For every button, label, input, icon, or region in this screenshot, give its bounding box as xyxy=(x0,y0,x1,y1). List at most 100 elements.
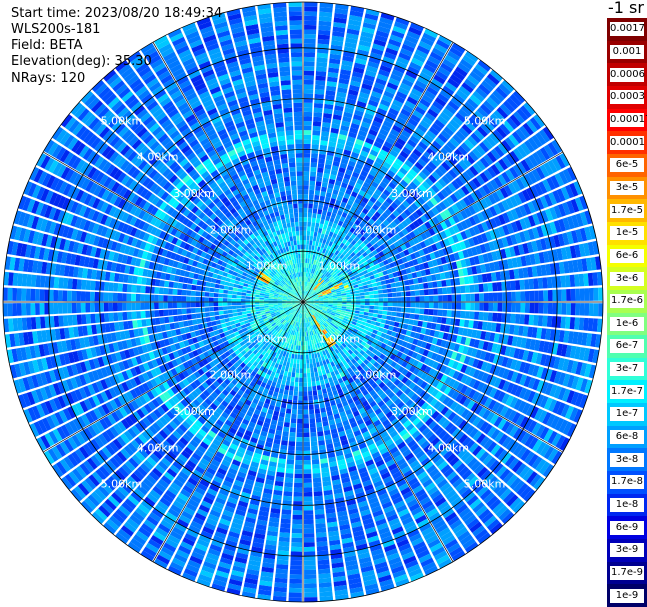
ppi-gate xyxy=(386,315,392,321)
ppi-gate xyxy=(362,208,369,215)
ppi-gate xyxy=(327,206,334,213)
ppi-gate xyxy=(330,169,338,176)
ppi-gate xyxy=(331,242,337,249)
ppi-gate xyxy=(424,28,439,39)
ppi-gate xyxy=(313,286,318,291)
ppi-gate xyxy=(562,232,570,246)
ppi-gate xyxy=(548,192,557,205)
ppi-gate xyxy=(358,130,368,137)
ppi-gate xyxy=(401,256,408,263)
ppi-gate xyxy=(307,277,310,282)
ppi-gate xyxy=(490,148,501,160)
ppi-gate xyxy=(307,258,310,264)
ppi-gate xyxy=(373,177,382,185)
ppi-gate xyxy=(449,253,456,262)
ppi-gate xyxy=(480,264,487,273)
ppi-gate xyxy=(321,131,330,137)
ppi-gate xyxy=(315,276,320,281)
ppi-gate xyxy=(364,291,370,296)
ppi-gate xyxy=(417,123,428,133)
ppi-gate xyxy=(382,177,391,185)
ppi-gate xyxy=(368,218,375,225)
ppi-gate xyxy=(305,291,309,296)
ppi-gate xyxy=(307,345,311,350)
ppi-gate xyxy=(334,276,340,281)
ppi-gate xyxy=(391,311,397,317)
ppi-gate xyxy=(317,431,324,437)
ppi-gate xyxy=(315,241,319,247)
ppi-gate xyxy=(552,289,558,301)
ppi-gate xyxy=(466,74,480,86)
ppi-gate xyxy=(375,136,385,145)
ppi-gate xyxy=(486,273,492,282)
ppi-gate xyxy=(478,83,491,96)
ppi-gate xyxy=(440,62,453,73)
ppi-gate xyxy=(495,271,502,281)
ppi-gate xyxy=(468,237,475,247)
ppi-gate xyxy=(408,193,417,202)
ppi-gate xyxy=(429,302,434,309)
ppi-gate xyxy=(405,35,419,45)
ppi-gate xyxy=(278,374,284,380)
ppi-gate xyxy=(315,84,325,90)
ppi-gate xyxy=(441,317,447,324)
ppi-gate xyxy=(389,34,403,43)
ppi-gate xyxy=(450,96,463,108)
ppi-gate xyxy=(296,441,303,447)
ppi-gate xyxy=(293,491,303,497)
ppi-gate xyxy=(566,231,574,245)
ppi-gate xyxy=(358,222,365,229)
ppi-gate xyxy=(341,293,347,296)
ppi-gate xyxy=(299,364,303,369)
ppi-gate xyxy=(559,153,570,167)
ppi-gate xyxy=(356,268,363,274)
ppi-gate xyxy=(506,117,518,130)
ppi-gate xyxy=(313,107,323,113)
ppi-gate xyxy=(315,281,319,286)
ppi-gate xyxy=(432,281,438,288)
ppi-gate xyxy=(304,281,307,286)
ppi-gate xyxy=(312,385,317,391)
ppi-gate xyxy=(320,365,325,371)
ppi-gate xyxy=(486,181,495,193)
ppi-gate xyxy=(304,29,317,35)
ppi-gate xyxy=(306,230,311,236)
ppi-gate xyxy=(304,52,316,58)
ppi-gate xyxy=(531,199,540,212)
ppi-gate xyxy=(297,409,303,415)
ppi-gate xyxy=(463,276,470,285)
ppi-gate xyxy=(334,268,339,273)
ppi-gate xyxy=(364,308,370,313)
ppi-gate xyxy=(332,266,337,271)
ppi-gate xyxy=(358,254,365,260)
ppi-gate xyxy=(289,583,302,589)
ppi-gate xyxy=(323,234,329,240)
ppi-gate xyxy=(318,440,325,446)
ppi-gate xyxy=(314,371,319,377)
ppi-gate xyxy=(472,236,480,246)
ppi-gate xyxy=(328,178,336,185)
ppi-gate xyxy=(397,231,405,238)
ppi-gate xyxy=(405,70,418,80)
ppi-gate xyxy=(434,97,447,107)
ppi-gate xyxy=(502,212,511,224)
ppi-gate xyxy=(379,276,385,281)
ppi-gate xyxy=(363,315,369,319)
ppi-gate xyxy=(365,8,380,17)
ppi-gate xyxy=(418,171,428,180)
ppi-gate xyxy=(303,295,306,300)
ppi-gate xyxy=(453,190,463,201)
ppi-gate xyxy=(484,76,497,89)
ppi-gate xyxy=(522,122,534,136)
ppi-gate xyxy=(319,195,325,201)
ppi-gate xyxy=(308,208,313,213)
ppi-gate xyxy=(510,208,519,220)
ppi-gate xyxy=(339,73,351,80)
ppi-gate xyxy=(303,519,314,525)
ppi-gate xyxy=(328,275,334,281)
ppi-gate xyxy=(292,404,298,410)
ppi-gate xyxy=(345,268,352,273)
ppi-gate xyxy=(436,280,442,288)
ppi-gate xyxy=(294,354,298,360)
ppi-gate xyxy=(468,205,477,215)
